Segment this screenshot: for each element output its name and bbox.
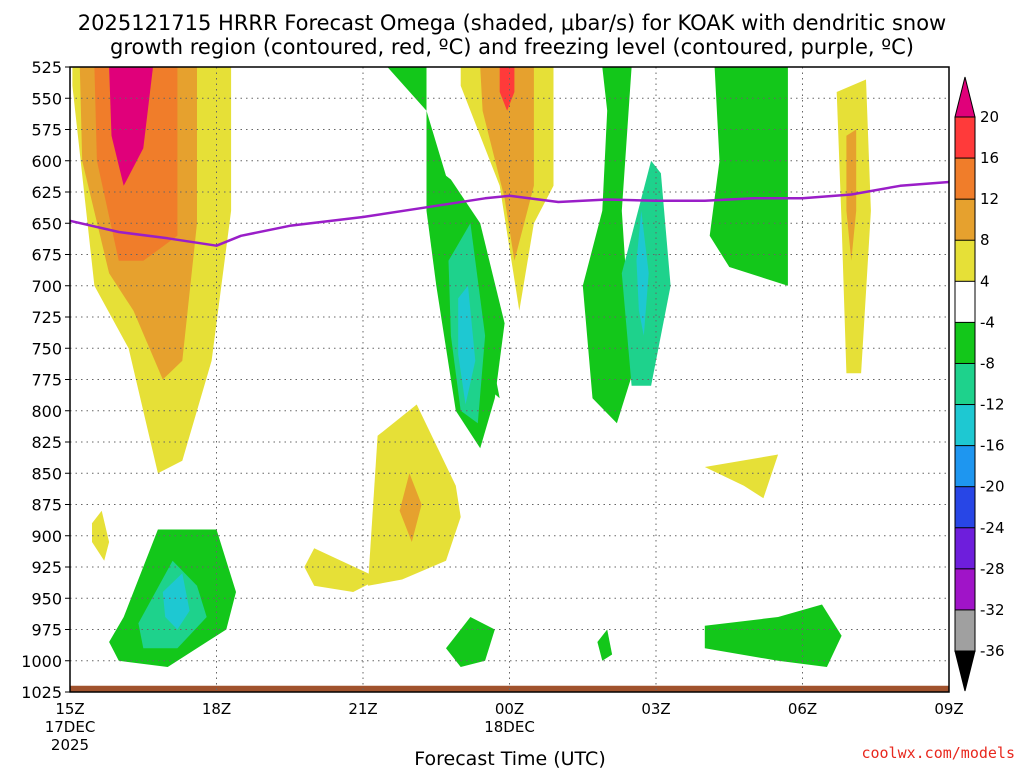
colorbar-label--32: -32	[980, 601, 1005, 619]
x-tick-date-00Z: 18DEC	[484, 718, 535, 736]
colorbar-above-triangle	[954, 76, 976, 118]
freezing-level-layer	[69, 180, 950, 247]
y-tick-label-975: 975	[31, 621, 62, 640]
chart-title-line-2: growth region (contoured, red, ºC) and f…	[110, 35, 914, 59]
x-tick-label-03Z: 03Z	[641, 700, 670, 718]
y-tick-label-525: 525	[31, 58, 62, 77]
colorbar-bin--8-to--4	[954, 321, 976, 365]
omega-region-descent-0200z-20	[636, 210, 649, 336]
colorbar-label--36: -36	[980, 642, 1005, 660]
y-tick-label-800: 800	[31, 402, 62, 421]
y-tick-label-1025: 1025	[21, 683, 62, 702]
y-tick-label-600: 600	[31, 152, 62, 171]
x-tick-label-21Z: 21Z	[348, 700, 377, 718]
plot-area	[69, 66, 950, 693]
omega-region-descent-0500z-21	[709, 67, 788, 286]
y-tick-label-650: 650	[31, 214, 62, 233]
colorbar-label--28: -28	[980, 560, 1005, 578]
x-tick-label-09Z: 09Z	[934, 700, 963, 718]
x-axis-label: Forecast Time (UTC)	[414, 748, 605, 768]
omega-region-descent-1700z-low-24	[162, 573, 190, 630]
colorbar-bin--36-to--32	[954, 609, 976, 653]
colorbar-label--8: -8	[980, 354, 995, 372]
omega-region-ascent-2200z-10	[304, 548, 378, 592]
omega-region-descent-0200z-18	[582, 67, 637, 424]
colorbar-label-12: 12	[980, 190, 999, 208]
x-tick-label-06Z: 06Z	[788, 700, 817, 718]
colorbar-label-16: 16	[980, 149, 999, 167]
pressure-axis: 525 550 575 600 625 650 675 700 725 750 775 800 825 8…	[21, 58, 70, 702]
x-tick-label-00Z: 00Z	[495, 700, 524, 718]
omega-region-ascent-0000z-5	[480, 67, 534, 261]
colorbar-bin-8-to-12	[954, 198, 976, 242]
colorbar-label--16: -16	[980, 437, 1005, 455]
freezing-level-line	[69, 180, 950, 247]
x-tick-label-15Z: 15Z	[55, 700, 84, 718]
colorbar-label--4: -4	[980, 313, 995, 331]
omega-region-ascent-1500z-1800z-core-3	[109, 67, 153, 186]
omega-region-ascent-2200z-11	[399, 473, 422, 542]
omega-region-ascent-0500z-small-13	[704, 454, 779, 499]
colorbar-bin-12-to-16	[954, 157, 976, 201]
colorbar-bin--24-to--20	[954, 486, 976, 529]
colorbar-below-triangle	[954, 650, 976, 692]
colorbar-bin--28-to--24	[954, 527, 976, 570]
y-tick-label-850: 850	[31, 464, 62, 483]
y-tick-label-575: 575	[31, 121, 62, 140]
omega-shaded-regions	[72, 67, 871, 667]
x-tick-label-18Z: 18Z	[202, 700, 231, 718]
omega-region-ascent-1530z-small-12	[92, 510, 110, 561]
colorbar-bin--12-to--8	[954, 362, 976, 406]
colorbar-label-20: 20	[980, 108, 999, 126]
colorbar-label-4: 4	[980, 272, 990, 290]
y-tick-label-950: 950	[31, 589, 62, 608]
colorbar-bin-16-to-20	[954, 116, 976, 160]
colorbar-bin--20-to--16	[954, 445, 976, 488]
colorbar-bin--16-to--12	[954, 404, 976, 447]
y-tick-label-900: 900	[31, 527, 62, 546]
y-tick-label-750: 750	[31, 339, 62, 358]
colorbar-bin-4-to-8	[954, 239, 976, 283]
y-tick-label-925: 925	[31, 558, 62, 577]
site-credit: coolwx.com/models	[861, 744, 1015, 762]
y-tick-label-875: 875	[31, 496, 62, 515]
y-tick-label-775: 775	[31, 371, 62, 390]
y-tick-label-675: 675	[31, 246, 62, 265]
omega-region-descent-0530z-low-27	[704, 604, 842, 667]
colorbar-bin--32-to--28	[954, 568, 976, 611]
colorbar-label-8: 8	[980, 231, 990, 249]
x-tick-year-15Z: 2025	[51, 736, 89, 754]
chart-title-line-1: 2025121715 HRRR Forecast Omega (shaded, …	[78, 11, 946, 35]
colorbar-bin--4-to-4	[954, 280, 976, 324]
omega-colorbar: 20 16 12 8 4 -4 -8 -12 -16 -20 -24 -28 -32 -36	[954, 76, 1005, 692]
omega-region-ascent-0000z-core-6	[499, 67, 515, 111]
x-tick-date-15Z: 17DEC	[45, 718, 96, 736]
omega-region-descent-2300z-17	[458, 285, 476, 405]
colorbar-label--24: -24	[980, 519, 1005, 537]
colorbar-label--12: -12	[980, 396, 1005, 414]
y-tick-label-825: 825	[31, 433, 62, 452]
y-tick-label-700: 700	[31, 277, 62, 296]
colorbar-label--20: -20	[980, 478, 1005, 496]
y-tick-label-625: 625	[31, 183, 62, 202]
y-tick-label-725: 725	[31, 308, 62, 327]
omega-region-descent-0200z-low-26	[597, 629, 613, 661]
y-tick-label-1000: 1000	[21, 652, 62, 671]
y-tick-label-550: 550	[31, 89, 62, 108]
